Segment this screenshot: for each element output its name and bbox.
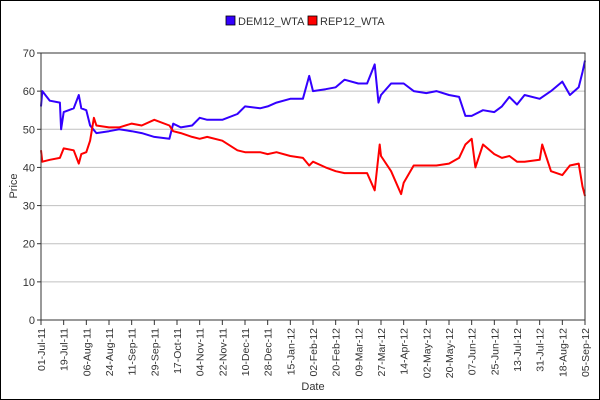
x-tick-label: 07-Jun-12 [467,328,479,375]
legend: DEM12_WTA REP12_WTA [225,15,385,28]
x-tick-label: 02-May-12 [421,328,433,378]
plot-frame [40,52,586,321]
x-axis-label: Date [301,381,324,393]
x-tick-label: 20-Feb-12 [331,328,343,377]
legend-swatch [225,15,236,26]
x-tick-label: 05-Sep-12 [580,328,592,377]
x-tick-label: 06-Aug-11 [81,328,93,376]
x-tick-label: 09-Mar-12 [353,328,365,377]
y-tick-label: 50 [23,124,35,136]
legend-label: DEM12_WTA [238,16,305,28]
x-tick-label: 14-Apr-12 [399,328,411,375]
x-tick-label: 02-Feb-12 [308,328,320,377]
y-axis-label: Price [8,173,20,198]
x-tick-label: 04-Nov-11 [195,328,207,376]
x-tick-label: 01-Jul-11 [36,328,48,371]
x-axis: 01-Jul-11 19-Jul-11 06-Aug-11 24-Aug-11 11-S… [36,320,592,378]
y-axis: 0 10 20 30 40 50 60 70 [23,48,41,327]
x-tick-label: 28-Dec-11 [263,328,275,376]
legend-label: REP12_WTA [320,16,385,28]
x-tick-label: 29-Sep-11 [149,328,161,376]
x-tick-label: 20-May-12 [444,328,456,378]
y-tick-label: 70 [23,48,35,60]
x-tick-label: 25-Jun-12 [489,328,501,375]
y-tick-label: 30 [23,201,35,213]
y-tick-label: 10 [23,277,35,289]
x-tick-label: 17-Oct-11 [172,328,184,374]
x-tick-label: 13-Jul-12 [512,328,524,372]
series-lines [40,60,586,197]
y-tick-label: 40 [23,162,35,174]
gridlines [41,90,585,283]
x-tick-label: 22-Nov-11 [217,328,229,376]
x-tick-label: 18-Aug-12 [557,328,569,377]
series-line-rep12_wta [40,116,586,197]
x-tick-label: 19-Jul-11 [59,328,71,371]
x-tick-label: 31-Jul-12 [535,328,547,372]
x-tick-label: 10-Dec-11 [240,328,252,376]
y-tick-label: 0 [29,315,35,327]
x-tick-label: 27-Mar-12 [376,328,388,377]
legend-swatch [307,15,318,26]
y-tick-label: 20 [23,239,35,251]
y-tick-label: 60 [23,86,35,98]
x-tick-label: 15-Jan-12 [285,328,297,375]
x-tick-label: 24-Aug-11 [104,328,116,376]
x-tick-label: 11-Sep-11 [127,328,139,376]
